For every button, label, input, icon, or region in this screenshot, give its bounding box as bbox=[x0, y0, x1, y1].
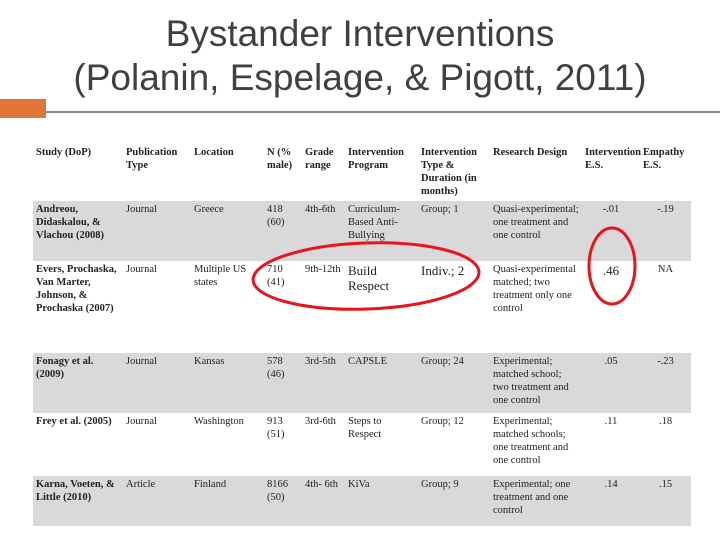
cell-n: 710 (41) bbox=[264, 261, 302, 353]
cell-design: Experimental; one treatment and one cont… bbox=[490, 476, 582, 526]
cell-type: Indiv.; 2 bbox=[418, 261, 490, 353]
cell-location: Finland bbox=[191, 476, 264, 526]
header-intervention-es: Intervention E.S. bbox=[582, 144, 641, 201]
cell-program: Build Respect bbox=[345, 261, 418, 353]
header-empathy-es: Empathy E.S. bbox=[640, 144, 691, 201]
table-row: Fonagy et al. (2009) Journal Kansas 578 … bbox=[33, 353, 691, 413]
header-research-design: Research Design bbox=[490, 144, 582, 201]
table-row: Karna, Voeten, & Little (2010) Article F… bbox=[33, 476, 691, 526]
cell-emp-es: NA bbox=[640, 261, 691, 353]
header-grade-range: Grade range bbox=[302, 144, 345, 201]
cell-int-es: .46 bbox=[582, 261, 640, 353]
cell-design: Quasi-experimental; one treatment and on… bbox=[490, 201, 582, 261]
cell-grade: 3rd-5th bbox=[302, 353, 345, 413]
slide-title-line-1: Bystander Interventions bbox=[165, 13, 555, 54]
cell-int-es: .11 bbox=[582, 413, 640, 476]
cell-pub: Journal bbox=[123, 201, 191, 261]
cell-type: Group; 12 bbox=[418, 413, 490, 476]
title-rule bbox=[46, 111, 720, 113]
table-header-row: Study (DoP) Publication Type Location N … bbox=[33, 144, 691, 201]
cell-program: Curriculum-Based Anti-Bullying bbox=[345, 201, 418, 261]
cell-int-es: .05 bbox=[582, 353, 640, 413]
cell-study: Frey et al. (2005) bbox=[33, 413, 123, 476]
table-row: Frey et al. (2005) Journal Washington 91… bbox=[33, 413, 691, 476]
studies-table-container: Study (DoP) Publication Type Location N … bbox=[33, 144, 691, 526]
header-study: Study (DoP) bbox=[33, 144, 123, 201]
cell-n: 578 (46) bbox=[264, 353, 302, 413]
cell-pub: Journal bbox=[123, 261, 191, 353]
cell-location: Kansas bbox=[191, 353, 264, 413]
cell-n: 8166 (50) bbox=[264, 476, 302, 526]
cell-location: Washington bbox=[191, 413, 264, 476]
cell-n: 913 (51) bbox=[264, 413, 302, 476]
cell-pub: Journal bbox=[123, 353, 191, 413]
cell-emp-es: .18 bbox=[640, 413, 691, 476]
cell-emp-es: -.23 bbox=[640, 353, 691, 413]
slide-title-line-2: (Polanin, Espelage, & Pigott, 2011) bbox=[73, 57, 647, 98]
cell-location: Greece bbox=[191, 201, 264, 261]
cell-design: Experimental; matched schools; one treat… bbox=[490, 413, 582, 476]
table-row: Evers, Prochaska, Van Marter, Johnson, &… bbox=[33, 261, 691, 353]
header-location: Location bbox=[191, 144, 264, 201]
header-publication-type: Publication Type bbox=[123, 144, 191, 201]
cell-grade: 9th-12th bbox=[302, 261, 345, 353]
cell-location: Multiple US states bbox=[191, 261, 264, 353]
table-row: Andreou, Didaskalou, & Vlachou (2008) Jo… bbox=[33, 201, 691, 261]
cell-pub: Article bbox=[123, 476, 191, 526]
cell-type: Group; 1 bbox=[418, 201, 490, 261]
cell-program: Steps to Respect bbox=[345, 413, 418, 476]
header-n: N (% male) bbox=[264, 144, 302, 201]
cell-n: 418 (60) bbox=[264, 201, 302, 261]
cell-study: Andreou, Didaskalou, & Vlachou (2008) bbox=[33, 201, 123, 261]
cell-study: Evers, Prochaska, Van Marter, Johnson, &… bbox=[33, 261, 123, 353]
cell-emp-es: .15 bbox=[640, 476, 691, 526]
cell-grade: 3rd-6th bbox=[302, 413, 345, 476]
cell-int-es: .14 bbox=[582, 476, 640, 526]
cell-grade: 4th- 6th bbox=[302, 476, 345, 526]
cell-int-es: -.01 bbox=[582, 201, 640, 261]
cell-design: Experimental; matched school; two treatm… bbox=[490, 353, 582, 413]
header-intervention-type: Intervention Type & Duration (in months) bbox=[418, 144, 490, 201]
cell-program: CAPSLE bbox=[345, 353, 418, 413]
cell-program: KiVa bbox=[345, 476, 418, 526]
slide-title: Bystander Interventions (Polanin, Espela… bbox=[0, 12, 720, 100]
cell-pub: Journal bbox=[123, 413, 191, 476]
accent-bar bbox=[0, 99, 46, 118]
cell-type: Group; 9 bbox=[418, 476, 490, 526]
header-intervention-program: Intervention Program bbox=[345, 144, 418, 201]
cell-emp-es: -.19 bbox=[640, 201, 691, 261]
studies-table: Study (DoP) Publication Type Location N … bbox=[33, 144, 691, 526]
cell-type: Group; 24 bbox=[418, 353, 490, 413]
cell-design: Quasi-experimental matched; two treatmen… bbox=[490, 261, 582, 353]
cell-study: Karna, Voeten, & Little (2010) bbox=[33, 476, 123, 526]
cell-grade: 4th-6th bbox=[302, 201, 345, 261]
cell-study: Fonagy et al. (2009) bbox=[33, 353, 123, 413]
